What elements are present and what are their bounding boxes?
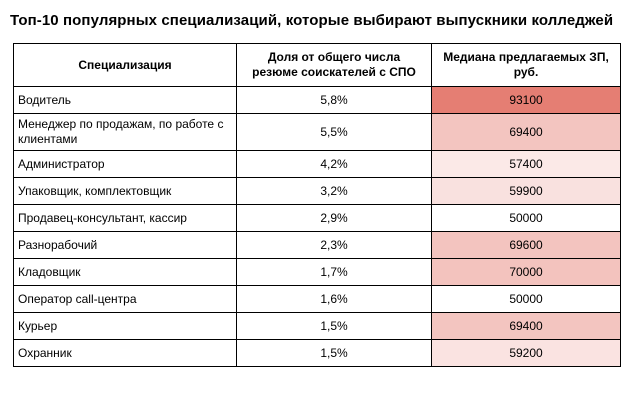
- specializations-table: Специализация Доля от общего числа резюм…: [13, 43, 621, 367]
- specialization-cell: Разнорабочий: [13, 231, 237, 259]
- specialization-cell: Продавец-консультант, кассир: [13, 204, 237, 232]
- salary-cell: 70000: [431, 258, 621, 286]
- share-cell: 1,5%: [236, 312, 432, 340]
- salary-cell: 50000: [431, 204, 621, 232]
- share-cell: 4,2%: [236, 150, 432, 178]
- table-row: Курьер 1,5% 69400: [13, 312, 621, 340]
- col-header-specialization: Специализация: [13, 43, 237, 87]
- table-row: Разнорабочий 2,3% 69600: [13, 231, 621, 259]
- specialization-cell: Курьер: [13, 312, 237, 340]
- specialization-cell: Упаковщик, комплектовщик: [13, 177, 237, 205]
- share-cell: 2,3%: [236, 231, 432, 259]
- salary-cell: 57400: [431, 150, 621, 178]
- salary-cell: 69400: [431, 312, 621, 340]
- table-row: Менеджер по продажам, по работе с клиент…: [13, 113, 621, 151]
- table-row: Упаковщик, комплектовщик 3,2% 59900: [13, 177, 621, 205]
- specialization-cell: Водитель: [13, 86, 237, 114]
- share-cell: 1,6%: [236, 285, 432, 313]
- col-header-salary: Медиана предлагаемых ЗП, руб.: [431, 43, 621, 87]
- header-row: Специализация Доля от общего числа резюм…: [13, 43, 621, 87]
- col-header-share: Доля от общего числа резюме соискателей …: [236, 43, 432, 87]
- table-row: Администратор 4,2% 57400: [13, 150, 621, 178]
- specialization-cell: Кладовщик: [13, 258, 237, 286]
- specialization-cell: Менеджер по продажам, по работе с клиент…: [13, 113, 237, 151]
- share-cell: 2,9%: [236, 204, 432, 232]
- share-cell: 1,7%: [236, 258, 432, 286]
- salary-cell: 69400: [431, 113, 621, 151]
- salary-cell: 69600: [431, 231, 621, 259]
- share-cell: 3,2%: [236, 177, 432, 205]
- table-row: Продавец-консультант, кассир 2,9% 50000: [13, 204, 621, 232]
- specialization-cell: Администратор: [13, 150, 237, 178]
- table-row: Охранник 1,5% 59200: [13, 339, 621, 367]
- share-cell: 5,5%: [236, 113, 432, 151]
- page-title: Топ-10 популярных специализаций, которые…: [10, 12, 614, 29]
- specialization-cell: Охранник: [13, 339, 237, 367]
- share-cell: 1,5%: [236, 339, 432, 367]
- table-row: Водитель 5,8% 93100: [13, 86, 621, 114]
- salary-cell: 59200: [431, 339, 621, 367]
- specialization-cell: Оператор call-центра: [13, 285, 237, 313]
- table-row: Оператор call-центра 1,6% 50000: [13, 285, 621, 313]
- salary-cell: 59900: [431, 177, 621, 205]
- share-cell: 5,8%: [236, 86, 432, 114]
- table-row: Кладовщик 1,7% 70000: [13, 258, 621, 286]
- salary-cell: 50000: [431, 285, 621, 313]
- salary-cell: 93100: [431, 86, 621, 114]
